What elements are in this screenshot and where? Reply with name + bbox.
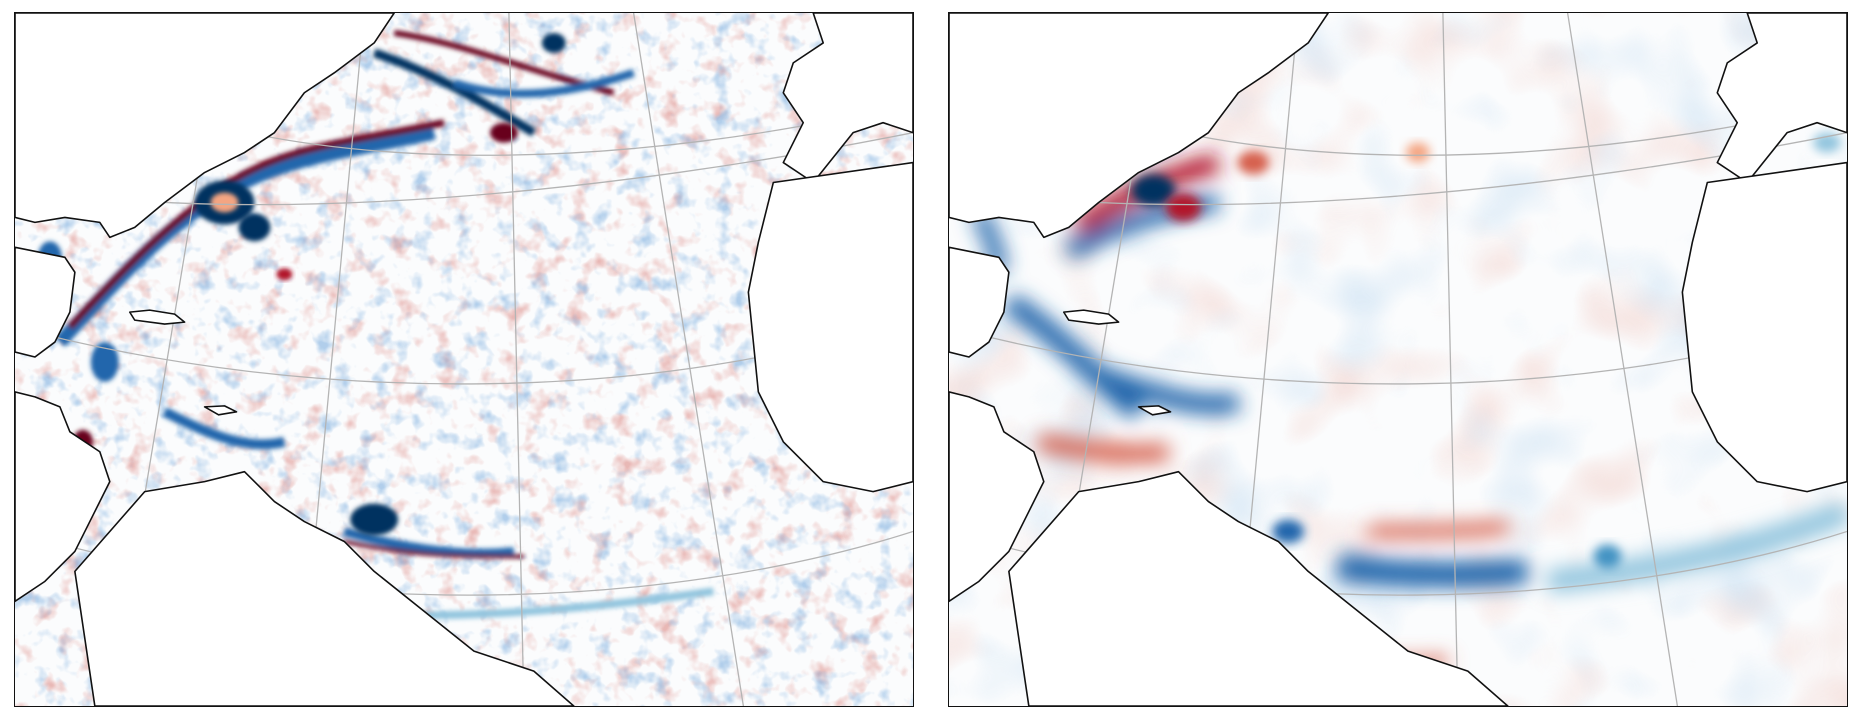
right-map	[949, 13, 1847, 706]
africa	[747, 161, 913, 493]
gulf-coast-land	[949, 246, 1010, 358]
hispaniola	[203, 405, 238, 416]
north-america	[949, 13, 1329, 239]
land	[15, 13, 913, 706]
gulf-coast-land	[15, 246, 76, 358]
cuba	[128, 309, 186, 325]
land	[949, 13, 1847, 706]
europe	[1716, 13, 1847, 184]
central-america	[949, 391, 1045, 603]
europe	[782, 13, 913, 184]
hispaniola	[1137, 405, 1172, 416]
left-map-panel	[14, 12, 914, 707]
south-america	[1008, 470, 1509, 706]
right-map-panel	[948, 12, 1848, 707]
africa	[1681, 161, 1847, 493]
central-america	[15, 391, 111, 603]
north-america	[15, 13, 395, 239]
strong-eddies	[37, 29, 715, 620]
south-america	[74, 470, 575, 706]
left-map	[15, 13, 913, 706]
cuba	[1062, 309, 1120, 325]
